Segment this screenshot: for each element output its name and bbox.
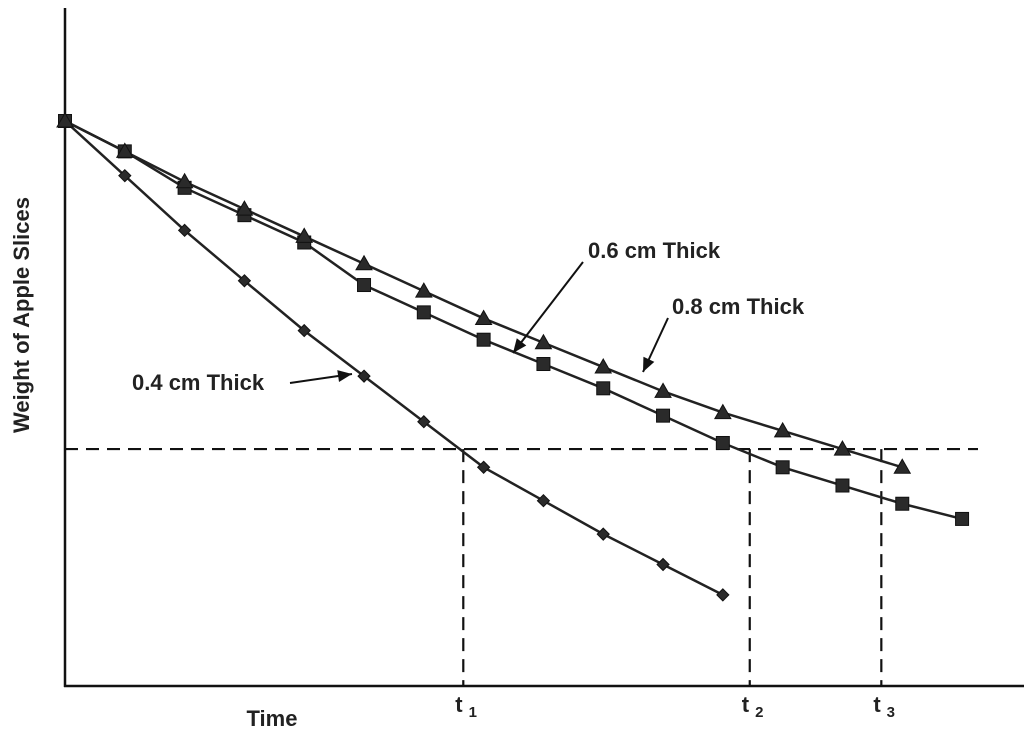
point-triangle [235,200,254,216]
point-triangle [355,254,373,271]
point-diamond [177,223,192,238]
point-square [656,408,671,423]
point-square [536,357,551,372]
series-line [64,119,963,521]
point-diamond [716,588,730,602]
point-square [476,332,491,347]
point-square [715,435,730,450]
arrowhead [643,356,655,372]
point-diamond [297,323,311,338]
series-square [58,114,970,526]
arrowhead [513,338,527,353]
y-axis-label: Weight of Apple Slices [9,197,34,433]
series-triangle [56,111,912,474]
point-triangle [175,172,194,189]
point-diamond [536,493,551,508]
point-square [835,478,850,493]
point-square [596,381,611,396]
point-triangle [115,142,134,158]
series-diamond [58,114,730,602]
point-diamond [417,415,431,429]
guide-lines [65,447,978,686]
point-triangle [893,458,912,474]
series-label: 0.4 cm Thick [132,370,265,395]
annotation-layer: 0.4 cm Thick 0.6 cm Thick 0.8 cm Thick [132,238,805,395]
point-triangle [713,403,732,420]
point-triangle [295,227,314,243]
point-diamond [118,168,132,183]
point-triangle [56,111,74,128]
point-triangle [833,440,852,456]
arrowhead [337,370,352,382]
point-square [895,496,910,511]
x-axis-label: Time [247,706,298,730]
point-diamond [476,460,491,474]
point-square [357,278,372,293]
point-triangle [773,421,792,438]
series-label: 0.8 cm Thick [672,294,805,319]
point-triangle [594,358,613,374]
point-triangle [534,333,553,350]
point-square [416,305,431,320]
series-line [64,120,724,596]
point-diamond [656,557,670,572]
point-triangle [654,382,672,398]
point-diamond [596,527,610,541]
series-label: 0.6 cm Thick [588,238,721,263]
series-layer [56,111,970,602]
point-square [955,511,970,526]
point-triangle [474,309,493,325]
point-square [775,460,790,475]
series-label-arrow [512,261,584,354]
point-diamond [237,274,252,288]
point-diamond [357,369,371,383]
point-triangle [414,282,433,298]
